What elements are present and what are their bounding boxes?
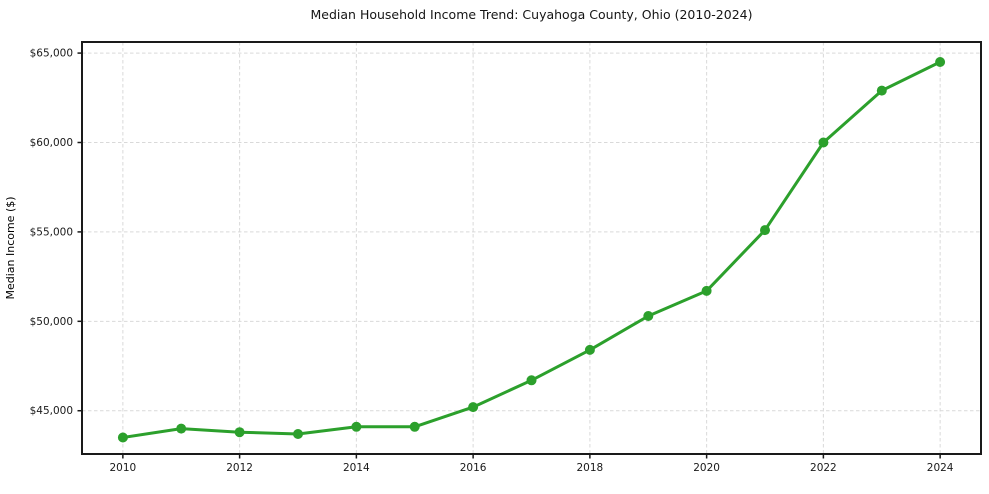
data-point-marker [760,225,770,236]
data-point-marker [818,137,829,148]
x-tick-label: 2024 [927,462,954,474]
x-tick-label: 2016 [460,462,487,474]
axes [77,41,982,459]
data-point-marker [643,311,654,321]
y-axis-label: Median Income ($) [4,196,17,299]
y-tick-label: $55,000 [30,226,73,238]
x-tick-label: 2020 [693,462,720,474]
data-point-marker [526,375,537,386]
data-point-marker [876,85,887,96]
x-tick-label: 2022 [810,462,837,474]
data-point-marker [584,344,595,355]
chart-title: Median Household Income Trend: Cuyahoga … [310,7,753,22]
tick-labels: 2010 2012 2014 2016 2018 2020 2022 2024 $45,000 $… [30,48,954,474]
data-series [117,57,946,443]
y-tick-label: $50,000 [30,316,73,328]
data-point-marker [234,427,245,438]
data-point-marker [117,432,128,443]
x-tick-label: 2010 [109,462,136,474]
x-tick-label: 2018 [577,462,604,474]
data-point-marker [468,402,479,413]
gridlines [82,42,981,454]
data-point-marker [176,423,187,434]
x-tick-label: 2012 [226,462,253,474]
data-point-marker [293,429,303,439]
data-point-marker [351,421,362,432]
y-tick-label: $65,000 [30,48,73,60]
data-point-marker [701,285,712,296]
y-tick-label: $60,000 [30,137,73,149]
plot-border [81,41,982,455]
data-point-marker [935,57,946,67]
data-point-marker [409,421,420,432]
y-tick-label: $45,000 [30,405,73,417]
x-tick-label: 2014 [343,462,370,474]
